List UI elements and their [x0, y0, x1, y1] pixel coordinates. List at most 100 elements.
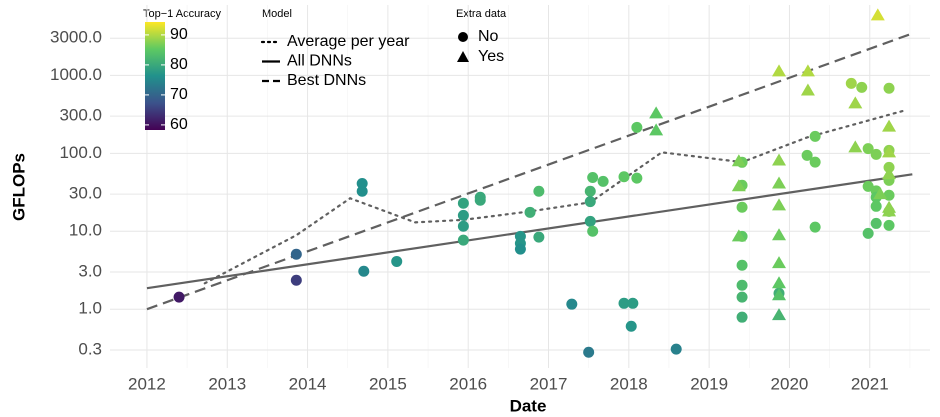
legend-label: All DNNs: [287, 53, 352, 70]
legend-label: Yes: [478, 48, 504, 65]
y-tick-label: 3.0: [78, 261, 102, 280]
point: [736, 201, 748, 213]
point: [772, 276, 787, 289]
point: [290, 248, 302, 260]
y-tick-label: 1000.0: [50, 65, 102, 84]
point: [533, 231, 545, 243]
point: [870, 200, 882, 212]
point: [731, 179, 746, 192]
y-axis-title: GFLOPs: [9, 153, 28, 221]
x-tick-label: 2017: [530, 374, 568, 393]
y-tick-label: 0.3: [78, 339, 102, 358]
point: [882, 200, 897, 213]
point: [882, 145, 897, 158]
point: [809, 221, 821, 233]
point: [457, 220, 469, 232]
point: [862, 227, 874, 239]
x-tick-label: 2013: [208, 374, 246, 393]
legend-label: No: [478, 28, 499, 45]
point: [618, 171, 630, 183]
point: [584, 185, 596, 197]
point: [736, 291, 748, 303]
point: [631, 172, 643, 184]
x-tick-label: 2019: [690, 374, 728, 393]
point: [862, 143, 874, 155]
points: [173, 8, 897, 358]
colorbar-label: 80: [170, 56, 188, 73]
y-tick-label: 1.0: [78, 299, 102, 318]
point: [649, 123, 664, 136]
point: [809, 156, 821, 168]
point: [533, 185, 545, 197]
point: [731, 229, 746, 242]
point: [883, 219, 895, 231]
point: [457, 209, 469, 221]
legend-title: Extra data: [456, 8, 507, 20]
colorbar-label: 70: [170, 86, 188, 103]
point: [566, 298, 578, 310]
point: [772, 64, 787, 77]
point: [772, 256, 787, 269]
point: [772, 153, 787, 166]
x-tick-label: 2018: [610, 374, 648, 393]
point: [883, 82, 895, 94]
point: [173, 291, 185, 303]
point: [583, 346, 595, 358]
y-tick-label: 100.0: [59, 143, 102, 162]
point: [800, 83, 815, 96]
point: [801, 149, 813, 161]
point: [391, 255, 403, 267]
point: [584, 196, 596, 208]
point: [627, 297, 639, 309]
point: [809, 130, 821, 142]
point: [584, 215, 596, 227]
colorbar: [145, 22, 165, 130]
grid: [110, 5, 930, 368]
trend-lines: [146, 32, 913, 311]
point: [845, 77, 857, 89]
trend-line: [146, 32, 913, 311]
point: [356, 185, 368, 197]
legend-label: Best DNNs: [287, 72, 366, 89]
point: [736, 259, 748, 271]
x-tick-label: 2021: [851, 374, 889, 393]
point: [870, 148, 882, 160]
point: [290, 274, 302, 286]
y-tick-label: 30.0: [69, 184, 102, 203]
x-axis-title: Date: [510, 396, 547, 415]
legend-swatch: [458, 32, 468, 42]
colorbar-label: 60: [170, 116, 188, 133]
point: [772, 288, 787, 301]
x-tick-label: 2014: [289, 374, 327, 393]
point: [848, 96, 863, 109]
legend-title: Model: [262, 8, 292, 20]
point: [870, 8, 885, 21]
x-tick-label: 2015: [369, 374, 407, 393]
point: [873, 187, 888, 200]
y-tick-label: 3000.0: [50, 28, 102, 47]
point: [731, 154, 746, 167]
point: [736, 311, 748, 323]
point: [772, 198, 787, 211]
point: [800, 64, 815, 77]
point: [587, 171, 599, 183]
point: [597, 175, 609, 187]
point: [587, 225, 599, 237]
colorbar-title: Top−1 Accuracy: [143, 8, 221, 20]
point: [870, 217, 882, 229]
x-tick-label: 2012: [128, 374, 166, 393]
point: [882, 167, 897, 180]
point: [848, 140, 863, 153]
point: [856, 81, 868, 93]
x-tick-label: 2020: [771, 374, 809, 393]
legend-label: Average per year: [287, 33, 410, 50]
point: [514, 243, 526, 255]
point: [772, 228, 787, 241]
point: [457, 197, 469, 209]
point: [772, 308, 787, 321]
point: [862, 180, 874, 192]
point: [625, 320, 637, 332]
point: [457, 234, 469, 246]
point: [736, 279, 748, 291]
point: [356, 178, 368, 190]
